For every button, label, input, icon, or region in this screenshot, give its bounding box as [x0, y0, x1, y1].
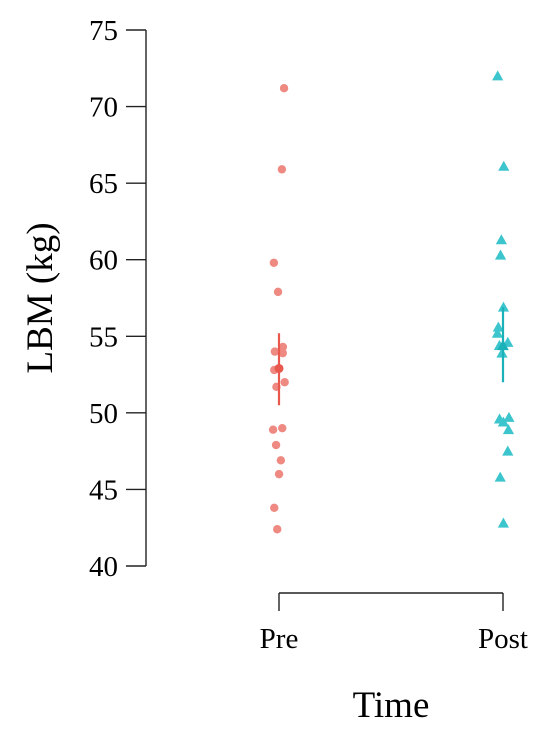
x-tick-label: Post — [478, 623, 528, 655]
x-axis: Pre Post — [260, 592, 528, 655]
post-point — [502, 424, 515, 435]
y-axis-title: LBM (kg) — [20, 222, 61, 373]
pre-point — [270, 503, 279, 513]
pre-point — [280, 378, 289, 387]
post-point — [502, 445, 514, 456]
pre-point — [278, 342, 288, 352]
pre-point — [277, 165, 287, 174]
y-axis: 40 45 50 55 60 65 70 75 — [89, 15, 147, 583]
post-point — [497, 416, 509, 427]
pre-point — [276, 456, 286, 465]
post-point — [491, 327, 504, 338]
post-point — [494, 249, 507, 260]
mean-markers — [274, 307, 509, 406]
x-axis-title: Time — [353, 685, 430, 726]
pre-point — [278, 348, 287, 358]
pre-point — [274, 469, 284, 479]
post-point — [503, 411, 515, 422]
data-points — [268, 70, 515, 534]
y-tick-label: 60 — [89, 245, 118, 277]
pre-point — [271, 440, 281, 450]
y-tick-label: 75 — [89, 15, 118, 47]
pre-point — [278, 423, 287, 433]
pre-point — [279, 83, 289, 93]
y-tick-label: 65 — [89, 168, 118, 200]
pre-point — [273, 525, 282, 534]
post-point — [497, 517, 510, 528]
mean-marker — [274, 363, 284, 373]
x-tick-label: Pre — [260, 623, 299, 655]
pre-point — [273, 287, 283, 297]
pre-point — [268, 425, 278, 434]
post-point — [497, 301, 510, 312]
post-point — [492, 321, 504, 332]
mean-marker — [497, 339, 509, 351]
post-point — [494, 471, 506, 482]
y-tick-label: 50 — [89, 398, 118, 430]
post-point — [495, 234, 507, 245]
y-tick-label: 40 — [89, 551, 118, 583]
post-point — [498, 160, 510, 171]
post-point — [492, 70, 504, 81]
y-tick-label: 55 — [89, 321, 118, 353]
pre-point — [269, 258, 279, 267]
pre-point — [270, 347, 280, 356]
y-tick-label: 70 — [89, 92, 118, 124]
y-tick-label: 45 — [89, 474, 118, 506]
